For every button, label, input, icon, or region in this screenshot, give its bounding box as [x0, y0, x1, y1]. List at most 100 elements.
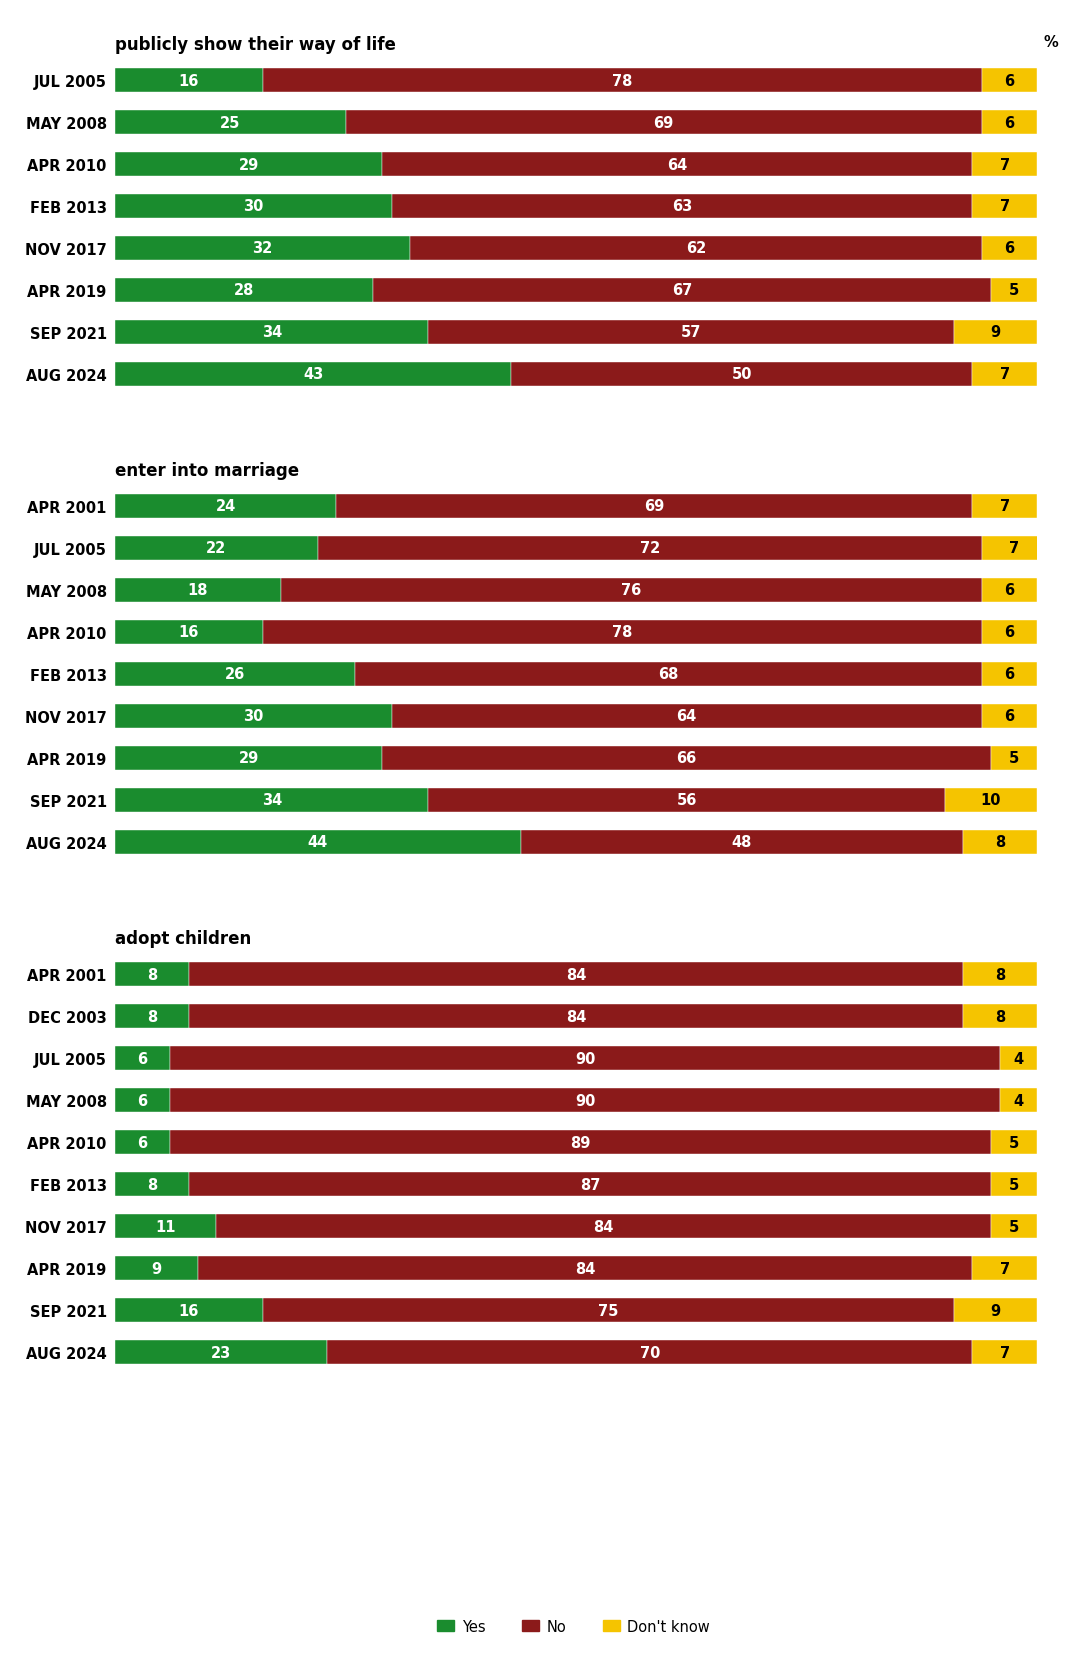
Text: 30: 30 [243, 199, 264, 215]
Bar [981, 664, 1037, 687]
Text: 7: 7 [1000, 367, 1010, 382]
Text: 5: 5 [1008, 751, 1019, 766]
Bar [963, 831, 1037, 854]
Bar [115, 1048, 170, 1069]
Text: 8: 8 [147, 1177, 157, 1192]
Text: 8: 8 [995, 1010, 1005, 1024]
Bar [263, 70, 981, 93]
Text: 10: 10 [980, 793, 1001, 808]
Text: 8: 8 [147, 967, 157, 981]
Bar [991, 1130, 1037, 1154]
Text: 5: 5 [1008, 1218, 1019, 1233]
Text: 64: 64 [676, 708, 697, 725]
Text: 24: 24 [215, 500, 236, 515]
Bar [963, 1005, 1037, 1028]
Bar [115, 1005, 188, 1028]
Text: 6: 6 [1004, 116, 1015, 131]
Text: 43: 43 [303, 367, 324, 382]
Text: 28: 28 [234, 283, 254, 298]
Bar [410, 237, 981, 260]
Text: 23: 23 [211, 1346, 232, 1360]
Bar [981, 705, 1037, 728]
Text: 6: 6 [1004, 583, 1015, 597]
Text: 6: 6 [137, 1092, 148, 1107]
Text: 22: 22 [207, 541, 226, 556]
Text: 48: 48 [731, 836, 752, 851]
Bar [115, 664, 355, 687]
Text: 87: 87 [580, 1177, 601, 1192]
Text: 7: 7 [1000, 199, 1010, 215]
Bar [115, 831, 520, 854]
Bar [991, 746, 1037, 770]
Bar [115, 1256, 198, 1279]
Bar [373, 280, 991, 303]
Text: 16: 16 [179, 1302, 199, 1317]
Bar [337, 495, 973, 518]
Text: 5: 5 [1008, 283, 1019, 298]
Text: 84: 84 [566, 967, 586, 981]
Text: 8: 8 [995, 836, 1005, 851]
Text: 6: 6 [1004, 73, 1015, 88]
Bar [115, 705, 392, 728]
Text: 89: 89 [570, 1135, 591, 1150]
Text: 29: 29 [238, 157, 259, 172]
Bar [188, 1173, 991, 1197]
Text: 18: 18 [188, 583, 208, 597]
Text: 26: 26 [225, 667, 245, 682]
Bar [115, 1173, 188, 1197]
Text: 5: 5 [1008, 1135, 1019, 1150]
Bar [263, 621, 981, 644]
Text: 6: 6 [1004, 667, 1015, 682]
Text: 11: 11 [156, 1218, 176, 1233]
Bar [973, 1256, 1037, 1279]
Text: enter into marriage: enter into marriage [115, 462, 299, 480]
Bar [345, 111, 981, 134]
Bar [115, 746, 382, 770]
Text: 44: 44 [307, 836, 328, 851]
Bar [991, 280, 1037, 303]
Text: 34: 34 [262, 793, 282, 808]
Text: 16: 16 [179, 73, 199, 88]
Bar [327, 1341, 973, 1364]
Text: 29: 29 [238, 751, 259, 766]
Text: 5: 5 [1008, 1177, 1019, 1192]
Bar [115, 1215, 216, 1238]
Bar [954, 321, 1037, 344]
Text: 68: 68 [658, 667, 678, 682]
Text: 30: 30 [243, 708, 264, 725]
Bar [981, 538, 1046, 559]
Text: 6: 6 [1004, 626, 1015, 640]
Bar [973, 154, 1037, 177]
Bar [991, 1215, 1037, 1238]
Text: 84: 84 [575, 1261, 595, 1276]
Text: 57: 57 [681, 326, 701, 341]
Bar [198, 1256, 973, 1279]
Bar [945, 789, 1037, 813]
Bar [1000, 1048, 1037, 1069]
Bar [115, 70, 263, 93]
Bar [263, 1299, 954, 1322]
Bar [216, 1215, 991, 1238]
Text: 84: 84 [593, 1218, 613, 1233]
Text: 50: 50 [731, 367, 752, 382]
Text: 9: 9 [151, 1261, 161, 1276]
Bar [973, 495, 1037, 518]
Bar [428, 321, 954, 344]
Bar [1000, 1089, 1037, 1112]
Bar [115, 1130, 170, 1154]
Text: 6: 6 [1004, 242, 1015, 257]
Bar [973, 195, 1037, 218]
Bar [512, 362, 973, 386]
Bar [981, 621, 1037, 644]
Bar [115, 621, 263, 644]
Text: publicly show their way of life: publicly show their way of life [115, 36, 396, 55]
Text: 78: 78 [612, 73, 632, 88]
Bar [115, 154, 382, 177]
Text: 6: 6 [1004, 708, 1015, 725]
Bar [170, 1048, 1000, 1069]
Bar [991, 1173, 1037, 1197]
Bar [115, 963, 188, 986]
Text: 6: 6 [137, 1051, 148, 1066]
Text: 32: 32 [252, 242, 273, 257]
Bar [520, 831, 963, 854]
